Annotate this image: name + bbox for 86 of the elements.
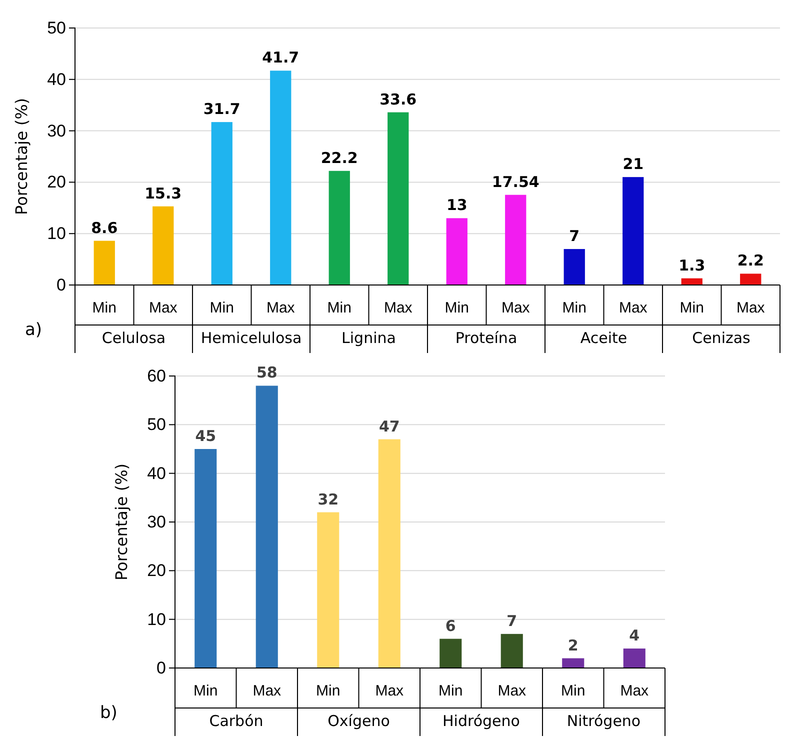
bar (211, 122, 232, 285)
x-tick-label: Min (561, 682, 586, 700)
data-label: 1.3 (678, 256, 706, 274)
y-tick-label: 40 (47, 70, 66, 89)
y-tick-label: 10 (147, 610, 166, 629)
x-tick-label: Max (266, 300, 296, 317)
text: Oxígeno (328, 712, 390, 730)
x-tick-label: Min (562, 300, 586, 317)
bar (562, 658, 584, 668)
x-tick-label: Max (375, 682, 404, 700)
data-label: 8.6 (91, 218, 118, 237)
bar (152, 206, 174, 285)
bar (328, 170, 350, 285)
data-label: 7 (506, 612, 518, 630)
y-tick-label: 30 (147, 512, 166, 532)
x-tick-label: Min (194, 682, 218, 700)
text: Proteína (455, 329, 518, 347)
y-axis-title: Porcentaje (%) (112, 463, 131, 581)
y-tick-label: 40 (147, 464, 166, 483)
text: Carbón (209, 712, 264, 730)
data-label: 7 (569, 227, 580, 246)
data-label: 41.7 (262, 48, 300, 67)
x-tick-label: Min (92, 300, 116, 317)
bar (622, 177, 644, 285)
bar (94, 240, 115, 285)
x-tick-label: Max (736, 300, 766, 317)
x-tick-label: Min (210, 300, 234, 317)
bar (740, 274, 762, 285)
data-label: 22.2 (320, 148, 358, 167)
x-tick-label: Max (384, 300, 413, 317)
bar (256, 386, 278, 668)
x-tick-label: Max (620, 682, 650, 700)
y-tick-label: 30 (47, 121, 66, 140)
data-label: 31.7 (203, 100, 240, 118)
text: Nitrógeno (566, 712, 641, 730)
x-tick-label: Min (680, 300, 704, 317)
text: Celulosa (102, 329, 166, 347)
y-axis-title: Porcentaje (%) (12, 98, 31, 216)
y-tick-label: 50 (147, 415, 166, 434)
bar (440, 638, 462, 668)
x-tick-label: Max (618, 300, 648, 317)
data-label: 21 (622, 155, 644, 174)
bar (378, 439, 400, 668)
x-tick-label: Max (252, 682, 282, 700)
text: Cenizas (692, 329, 751, 347)
text: Aceite (580, 329, 628, 347)
data-label: 58 (256, 364, 278, 382)
text: a) (25, 320, 42, 340)
data-label: 47 (378, 417, 400, 436)
bar (388, 112, 409, 285)
y-tick-label: 60 (147, 366, 166, 386)
y-tick-label: 10 (47, 224, 66, 244)
data-label: 15.3 (144, 184, 182, 202)
y-tick-label: 0 (156, 658, 166, 678)
x-tick-label: Max (148, 300, 178, 317)
y-tick-label: 50 (47, 18, 66, 38)
x-tick-label: Min (327, 300, 352, 317)
text: Hidrógeno (442, 712, 520, 730)
x-tick-label: Min (444, 300, 469, 317)
x-tick-label: Max (501, 300, 530, 317)
text: b) (100, 703, 118, 723)
bar (446, 218, 468, 285)
text: Hemicelulosa (200, 329, 302, 347)
bar (270, 70, 292, 285)
data-label: 2.2 (737, 252, 764, 270)
bar (505, 194, 526, 285)
y-tick-label: 20 (147, 561, 166, 580)
x-tick-label: Min (316, 682, 340, 700)
data-label: 13 (446, 196, 468, 214)
bar (623, 648, 646, 668)
y-tick-label: 20 (47, 172, 66, 192)
data-label: 33.6 (380, 90, 417, 108)
bar (564, 249, 585, 285)
data-label: 45 (195, 427, 216, 445)
text: Lignina (342, 329, 396, 347)
bar (317, 512, 340, 668)
data-label: 4 (629, 626, 640, 645)
bar (194, 449, 217, 668)
x-tick-label: Min (438, 682, 463, 700)
data-label: 6 (445, 616, 456, 635)
data-label: 32 (318, 490, 339, 508)
x-tick-label: Max (498, 682, 527, 700)
data-label: 17.54 (492, 172, 540, 191)
y-tick-label: 0 (56, 275, 66, 294)
data-label: 2 (568, 636, 578, 654)
bar (500, 634, 523, 668)
